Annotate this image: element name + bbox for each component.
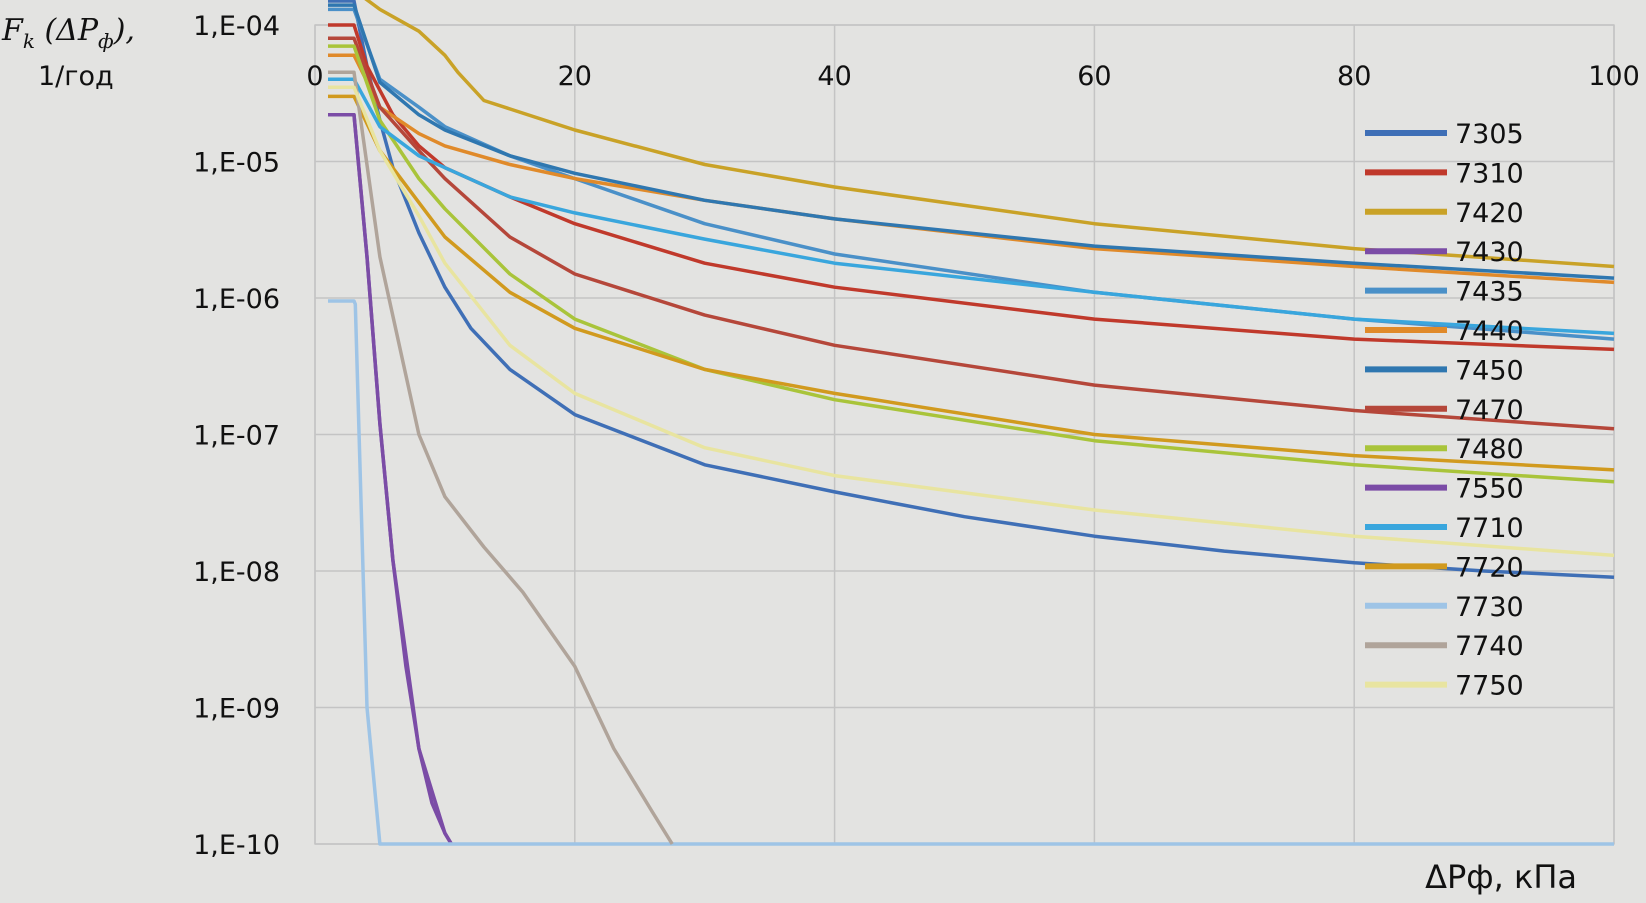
legend-label-7740: 7740 (1455, 631, 1524, 662)
x-tick-label: 0 (306, 61, 323, 92)
grid-lines (314, 24, 1615, 845)
series-line-7470 (328, 36, 1615, 431)
legend-label-7550: 7550 (1455, 474, 1524, 505)
x-tick-label: 60 (1077, 61, 1111, 92)
legend-label-7720: 7720 (1455, 552, 1524, 583)
x-axis-title: ΔPф, кПа (1425, 858, 1577, 896)
legend-label-7450: 7450 (1455, 355, 1524, 386)
legend-label-7750: 7750 (1455, 671, 1524, 702)
series-line-7450 (328, 3, 1615, 280)
y-tick-label: 1,E-05 (193, 148, 280, 179)
x-tick-labels: 0 20 40 60 80 100 (306, 61, 1639, 92)
series-line-7430 (328, 113, 453, 845)
y-tick-label: 1,E-04 (193, 11, 280, 42)
series-line-7730 (328, 299, 1614, 846)
x-tick-label: 40 (817, 61, 851, 92)
series-line-7710 (328, 77, 1615, 336)
series-line-7480 (328, 44, 1615, 484)
y-tick-label: 1,E-06 (193, 284, 280, 315)
x-tick-label: 80 (1337, 61, 1371, 92)
legend-label-7730: 7730 (1455, 592, 1524, 623)
y-tick-label: 1,E-07 (193, 421, 280, 452)
x-tick-label: 20 (558, 61, 592, 92)
series-line-7310 (328, 23, 1615, 352)
legend-label-7435: 7435 (1455, 277, 1524, 308)
legend-label-7480: 7480 (1455, 434, 1524, 465)
legend-label-7710: 7710 (1455, 513, 1524, 544)
y-tick-labels: 1,E-04 1,E-05 1,E-06 1,E-07 1,E-08 1,E-09 1,E-… (193, 11, 280, 861)
legend-label-7440: 7440 (1455, 316, 1524, 347)
y-axis-function-label: Fk (ΔPф), (1, 13, 135, 53)
series-line-7740 (328, 70, 674, 845)
legend-label-7310: 7310 (1455, 158, 1524, 189)
x-tick-label: 100 (1588, 61, 1640, 92)
legend: 7305 7310 7420 7430 7435 7440 7450 7470 7480 7550… (1365, 119, 1524, 702)
legend-label-7305: 7305 (1455, 119, 1524, 150)
legend-label-7420: 7420 (1455, 198, 1524, 229)
y-tick-label: 1,E-08 (193, 557, 280, 588)
y-tick-label: 1,E-09 (193, 694, 280, 725)
legend-label-7430: 7430 (1455, 237, 1524, 268)
y-axis-unit-label: 1/год (38, 61, 114, 92)
series-lines (328, 0, 1615, 846)
series-line-7750 (328, 85, 1615, 558)
series-line-7550 (328, 113, 453, 845)
legend-label-7470: 7470 (1455, 395, 1524, 426)
y-axis-label: Fk (ΔPф), 1/год (1, 13, 135, 92)
y-tick-label: 1,E-10 (193, 830, 280, 861)
series-line-7420 (364, 0, 1615, 269)
